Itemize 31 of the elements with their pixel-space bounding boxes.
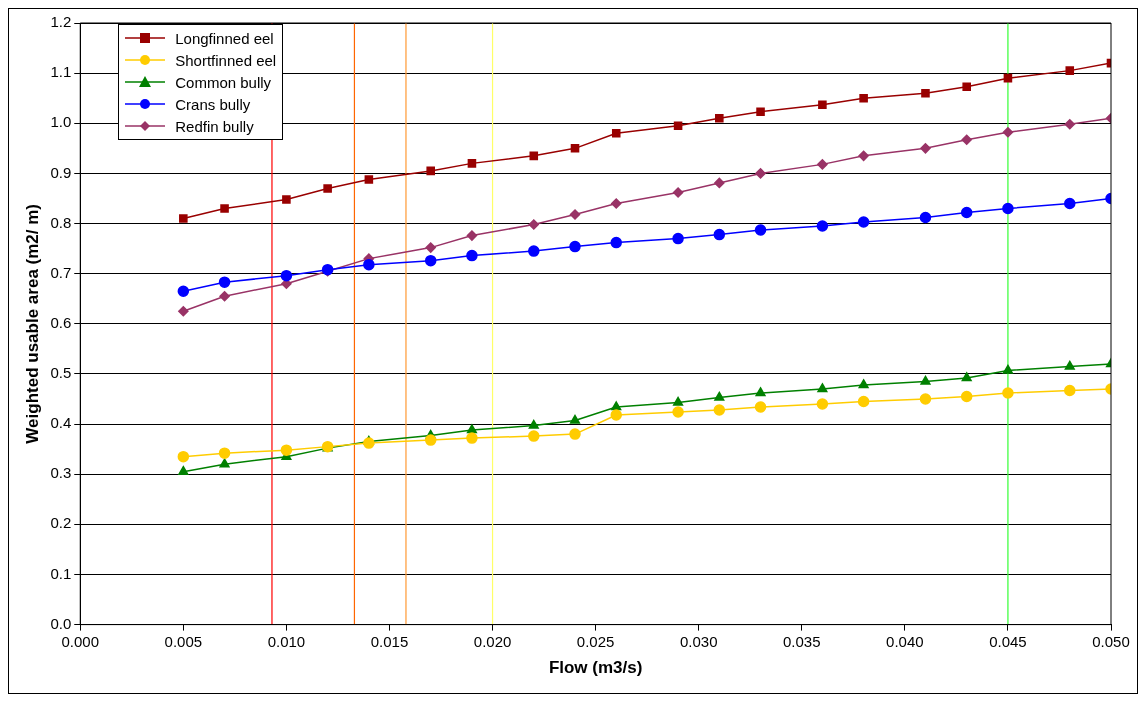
legend-label: Shortfinned eel	[175, 51, 277, 69]
y-tick-label: 0.6	[50, 313, 72, 331]
y-tick-label: 1.0	[50, 113, 72, 131]
y-tick-label: 0.7	[50, 263, 72, 281]
y-tick-label: 1.1	[50, 63, 72, 81]
legend-label: Crans bully	[175, 95, 251, 113]
x-tick-label: 0.045	[989, 632, 1027, 650]
x-tick-label: 0.015	[370, 632, 409, 650]
x-tick-label: 0.020	[473, 632, 512, 650]
y-tick-label: 0.8	[50, 213, 72, 231]
x-axis-title: Flow (m3/s)	[548, 658, 643, 678]
x-tick-label: 0.025	[576, 632, 615, 650]
x-tick-label: 0.000	[61, 632, 100, 650]
x-tick-label: 0.030	[679, 632, 718, 650]
legend-label: Longfinned eel	[175, 29, 274, 47]
y-tick-label: 0.2	[50, 514, 72, 532]
x-tick-label: 0.040	[886, 632, 924, 650]
x-tick-label: 0.035	[783, 632, 821, 650]
y-tick-label: 0.9	[50, 163, 72, 181]
legend-label: Common bully	[175, 73, 272, 91]
x-tick-label: 0.005	[164, 632, 203, 650]
y-tick-label: 0.1	[50, 564, 72, 582]
y-tick-label: 0.5	[50, 364, 72, 382]
y-tick-label: 0.4	[50, 414, 72, 432]
y-tick-label: 1.2	[50, 13, 72, 31]
legend-label: Redfin bully	[175, 117, 254, 135]
x-tick-label: 0.050	[1092, 632, 1130, 650]
y-tick-label: 0.3	[50, 464, 72, 482]
y-axis-title: Weighted usable area (m2/ m)	[22, 203, 42, 444]
x-tick-label: 0.010	[267, 632, 306, 650]
y-tick-label: 0.0	[50, 614, 72, 632]
